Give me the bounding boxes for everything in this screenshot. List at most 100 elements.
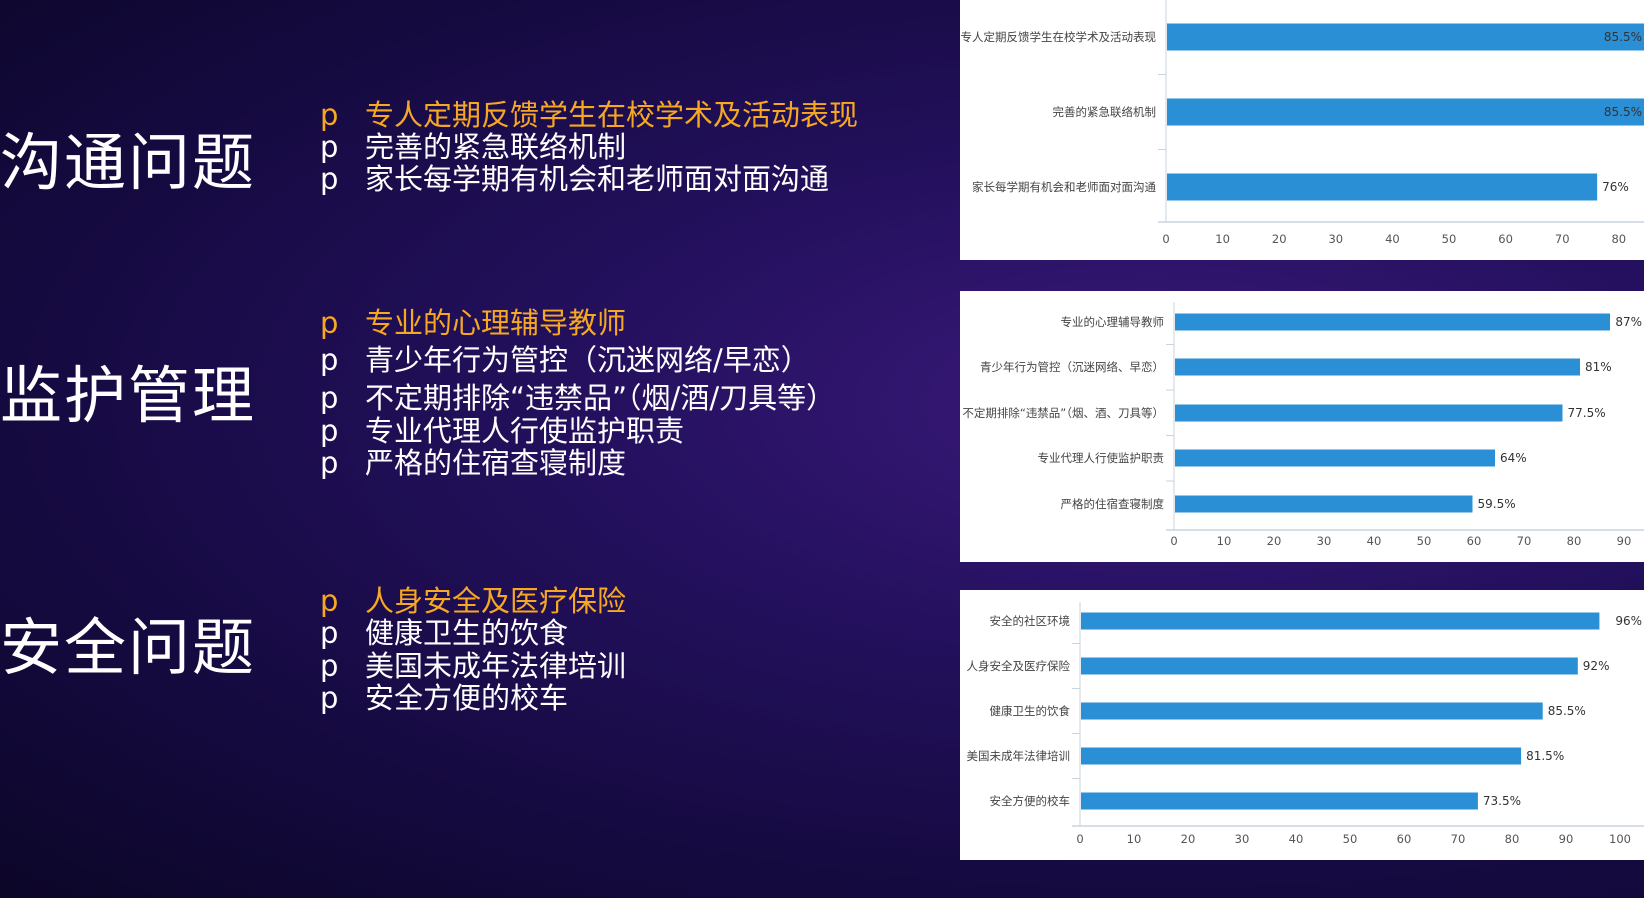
x-tick-label: 0 — [1076, 832, 1083, 846]
data-label: 64% — [1500, 451, 1527, 465]
category-label: 青少年行为管控（沉迷网络、早恋） — [980, 360, 1164, 374]
bullet-item: p 专业代理人行使监护职责 — [320, 415, 684, 447]
x-tick-label: 80 — [1611, 232, 1626, 246]
x-tick-label: 30 — [1328, 232, 1343, 246]
bullet-item: p 家长每学期有机会和老师面对面沟通 — [320, 163, 829, 195]
x-tick-label: 50 — [1442, 232, 1457, 246]
category-label: 严格的住宿查寝制度 — [1061, 497, 1165, 511]
x-tick-label: 70 — [1451, 832, 1466, 846]
bar — [1175, 313, 1610, 331]
x-tick-label: 20 — [1181, 832, 1196, 846]
bullet-item: p 完善的紧急联络机制 — [320, 131, 626, 163]
bar — [1175, 449, 1495, 467]
category-label: 健康卫生的饮食 — [990, 704, 1071, 718]
data-label: 59.5% — [1478, 497, 1516, 511]
bullet-text: 健康卫生的饮食 — [365, 616, 569, 650]
bullet-item: p 健康卫生的饮食 — [320, 617, 568, 649]
data-label: 81.5% — [1526, 749, 1564, 763]
x-tick-label: 10 — [1127, 832, 1142, 846]
category-label: 专业代理人行使监护职责 — [1038, 451, 1165, 465]
bullet-marker: p — [320, 343, 339, 377]
category-label: 安全方便的校车 — [990, 794, 1071, 808]
bar — [1167, 23, 1644, 51]
bar — [1175, 495, 1473, 513]
category-label: 安全的社区环境 — [990, 614, 1071, 628]
bullet-marker: p — [320, 649, 339, 683]
bullet-text: 不定期排除“违禁品”（烟/酒/刀具等） — [365, 381, 836, 415]
x-tick-label: 20 — [1267, 534, 1282, 548]
bullet-marker: p — [320, 381, 339, 415]
bullet-text: 青少年行为管控（沉迷网络/早恋） — [365, 343, 810, 377]
bullet-text: 专业的心理辅导教师 — [365, 306, 627, 340]
x-tick-label: 80 — [1567, 534, 1582, 548]
category-label: 完善的紧急联络机制 — [1053, 105, 1157, 119]
bar-chart: 0 10 20 30 40 50 60 70 80 90 专业的心理辅导教师 87% 青少年行为管控（沉… — [962, 302, 1644, 548]
bar — [1175, 404, 1563, 422]
bar-chart: 0 10 20 30 40 50 60 70 80 专人定期反馈学生在校学术及活动表现 85.5% 完… — [961, 0, 1644, 246]
bullet-marker: p — [320, 616, 339, 650]
x-tick-label: 60 — [1498, 232, 1513, 246]
bullet-item: p 不定期排除“违禁品”（烟/酒/刀具等） — [320, 382, 835, 414]
x-tick-label: 30 — [1235, 832, 1250, 846]
bullet-marker: p — [320, 681, 339, 715]
category-label: 不定期排除“违禁品”（烟、酒、刀具等） — [962, 406, 1164, 420]
x-tick-label: 80 — [1505, 832, 1520, 846]
x-tick-label: 60 — [1467, 534, 1482, 548]
data-label: 85.5% — [1548, 704, 1586, 718]
data-label: 81% — [1585, 360, 1612, 374]
bullet-marker: p — [320, 98, 339, 132]
bullet-text: 家长每学期有机会和老师面对面沟通 — [365, 162, 830, 196]
x-tick-label: 100 — [1609, 832, 1631, 846]
x-tick-label: 40 — [1367, 534, 1382, 548]
data-label: 76% — [1602, 180, 1629, 194]
bar — [1167, 98, 1644, 126]
x-tick-label: 0 — [1162, 232, 1169, 246]
x-tick-label: 50 — [1343, 832, 1358, 846]
x-tick-label: 10 — [1215, 232, 1230, 246]
data-label: 96% — [1615, 614, 1642, 628]
bullet-text: 完善的紧急联络机制 — [365, 130, 627, 164]
bullet-text: 专业代理人行使监护职责 — [365, 414, 685, 448]
data-label: 85.5% — [1604, 105, 1642, 119]
bullet-text: 严格的住宿查寝制度 — [365, 446, 627, 480]
bullet-text: 安全方便的校车 — [365, 681, 569, 715]
bullet-item: p 安全方便的校车 — [320, 682, 568, 714]
x-tick-label: 40 — [1385, 232, 1400, 246]
x-tick-label: 70 — [1517, 534, 1532, 548]
x-tick-label: 50 — [1417, 534, 1432, 548]
x-tick-label: 0 — [1170, 534, 1177, 548]
bullet-marker: p — [320, 414, 339, 448]
bar-chart: 0 10 20 30 40 50 60 70 80 90 100 安全的社区环境 96% 人身安全及医疗保… — [967, 602, 1644, 846]
bar — [1081, 702, 1543, 720]
data-label: 92% — [1583, 659, 1610, 673]
bar — [1167, 173, 1598, 201]
bullet-marker: p — [320, 446, 339, 480]
bullet-text: 美国未成年法律培训 — [365, 649, 627, 683]
x-tick-label: 20 — [1272, 232, 1287, 246]
category-label: 人身安全及医疗保险 — [967, 659, 1071, 673]
bar — [1081, 747, 1522, 765]
section-title: 安全问题 — [0, 611, 257, 684]
chart-safety: 0 10 20 30 40 50 60 70 80 90 100 安全的社区环境 96% 人身安全及医疗保… — [960, 590, 1644, 860]
bullet-item: p 专业的心理辅导教师 — [320, 307, 626, 339]
bullet-item: p 美国未成年法律培训 — [320, 650, 626, 682]
x-tick-label: 60 — [1397, 832, 1412, 846]
data-label: 87% — [1615, 315, 1642, 329]
category-label: 美国未成年法律培训 — [967, 749, 1071, 763]
bar — [1081, 612, 1600, 630]
x-tick-label: 90 — [1617, 534, 1632, 548]
bullet-marker: p — [320, 162, 339, 196]
chart-communication: 0 10 20 30 40 50 60 70 80 专人定期反馈学生在校学术及活动表现 85.5% 完… — [960, 0, 1644, 260]
bullet-text: 专人定期反馈学生在校学术及活动表现 — [365, 98, 859, 132]
x-tick-label: 70 — [1555, 232, 1570, 246]
data-label: 85.5% — [1604, 30, 1642, 44]
bullet-item: p 严格的住宿查寝制度 — [320, 447, 626, 479]
bullet-item: p 人身安全及医疗保险 — [320, 585, 626, 617]
bullet-marker: p — [320, 584, 339, 618]
bullet-marker: p — [320, 306, 339, 340]
bar — [1081, 657, 1578, 675]
category-label: 家长每学期有机会和老师面对面沟通 — [972, 180, 1156, 194]
x-tick-label: 10 — [1217, 534, 1232, 548]
bar — [1081, 792, 1478, 810]
section-title: 沟通问题 — [0, 126, 257, 199]
